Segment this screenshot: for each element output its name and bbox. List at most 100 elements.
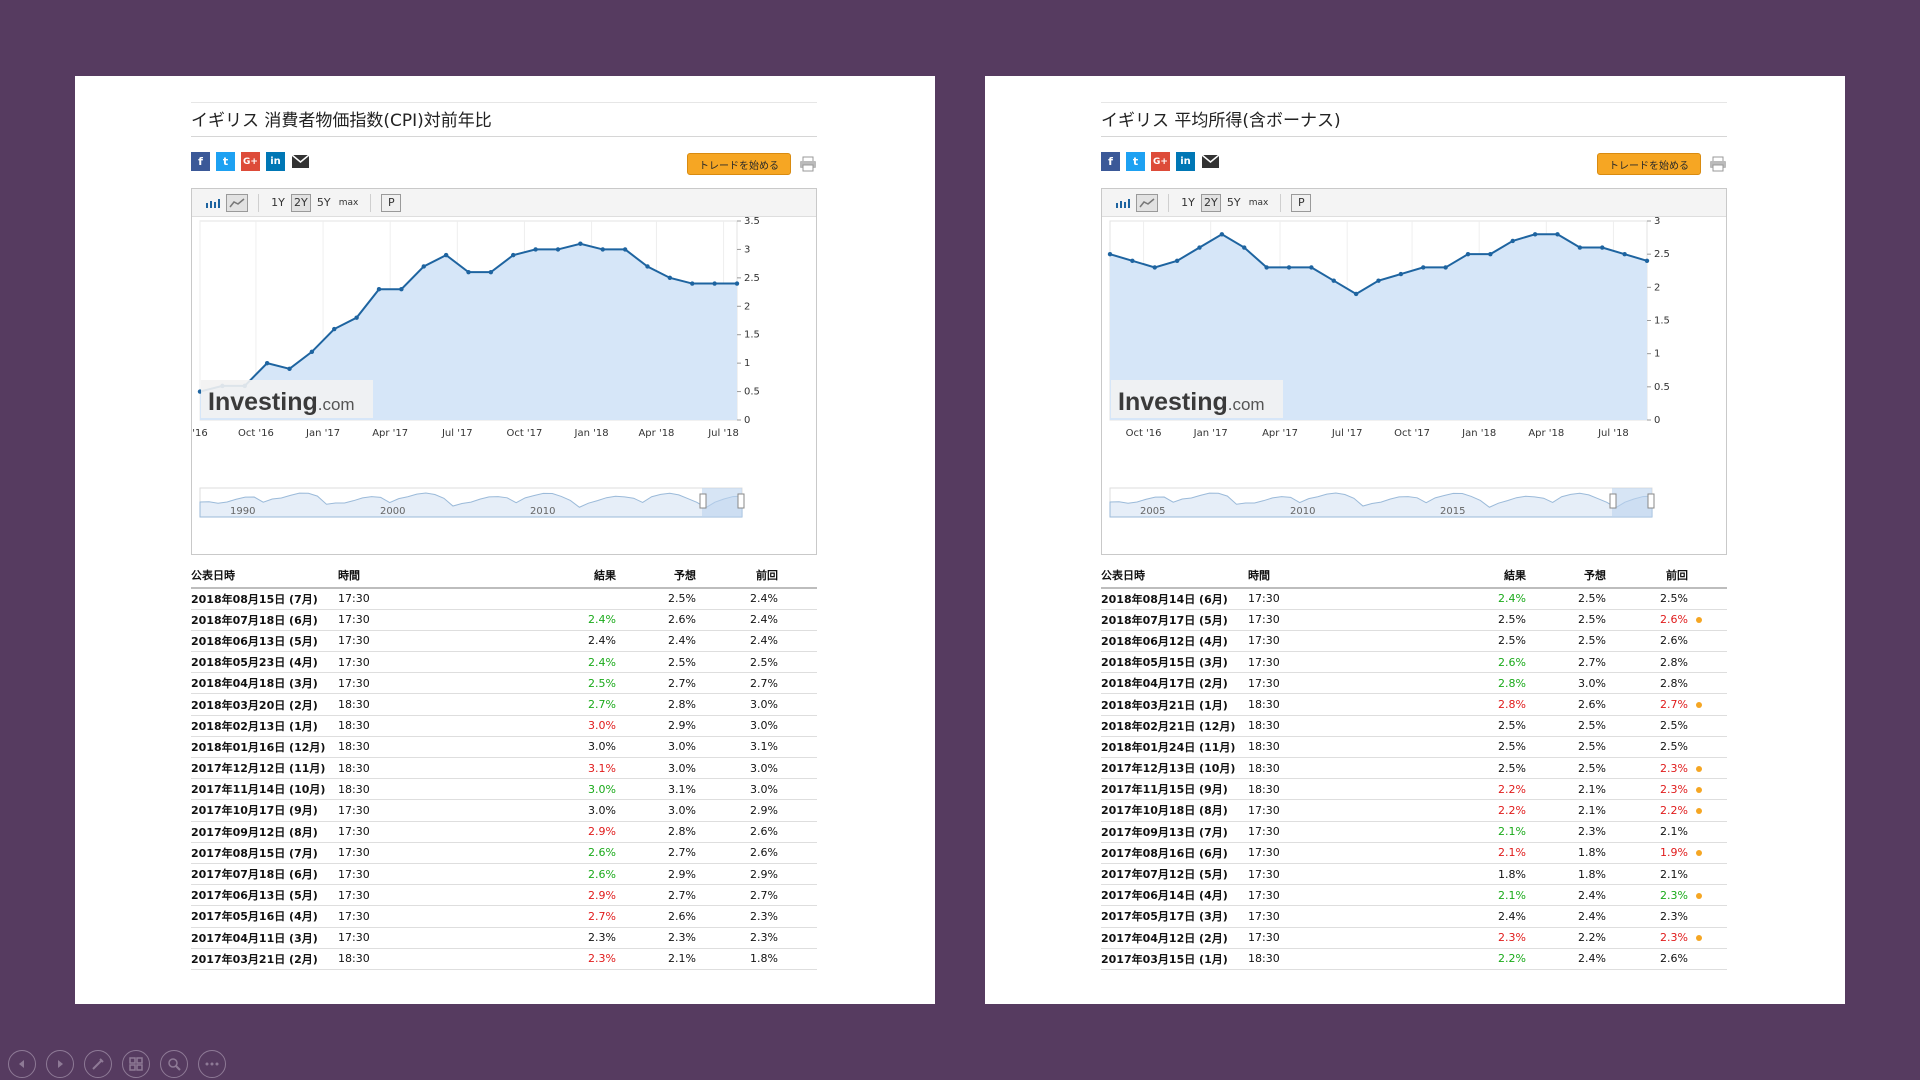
bar-chart-icon[interactable] — [1114, 194, 1132, 212]
range-max-button[interactable]: max — [338, 197, 359, 208]
print-icon[interactable] — [799, 156, 817, 172]
data-point[interactable] — [600, 247, 605, 252]
linkedin-icon[interactable]: in — [1176, 152, 1195, 171]
mail-icon[interactable] — [1201, 152, 1220, 171]
data-point[interactable] — [1264, 265, 1269, 270]
panel-title: イギリス 平均所得(含ボーナス) — [1101, 111, 1341, 131]
col-time[interactable]: 時間 — [338, 563, 506, 589]
facebook-icon[interactable]: f — [191, 152, 210, 171]
data-point[interactable] — [1555, 232, 1560, 237]
bar-chart-icon[interactable] — [204, 194, 222, 212]
data-point[interactable] — [264, 360, 270, 366]
col-previous[interactable]: 前回 — [1610, 563, 1692, 589]
data-point[interactable] — [1421, 265, 1426, 270]
data-point[interactable] — [309, 349, 315, 354]
google-plus-icon[interactable]: G+ — [1151, 152, 1170, 171]
navigator-handle-left[interactable] — [1609, 493, 1617, 509]
col-actual[interactable]: 結果 — [1416, 563, 1530, 589]
data-point[interactable] — [712, 281, 717, 286]
popup-button[interactable]: P — [1291, 193, 1312, 212]
linkedin-icon[interactable]: in — [266, 152, 285, 171]
start-trading-button[interactable]: トレードを始める — [687, 153, 791, 175]
col-date[interactable]: 公表日時 — [1101, 563, 1248, 589]
data-point[interactable] — [1331, 278, 1336, 283]
data-point[interactable] — [533, 247, 538, 252]
data-point[interactable] — [555, 247, 561, 252]
cell-actual: 3.0% — [506, 778, 620, 801]
data-point[interactable] — [1600, 245, 1605, 250]
slide-sorter-icon[interactable] — [122, 1050, 150, 1078]
data-point[interactable] — [443, 252, 449, 258]
data-point[interactable] — [1622, 251, 1627, 257]
data-point[interactable] — [399, 287, 404, 292]
data-point[interactable] — [1174, 258, 1180, 263]
data-point[interactable] — [332, 326, 337, 332]
data-point[interactable] — [1510, 238, 1515, 244]
data-point[interactable] — [1309, 265, 1314, 270]
cell-forecast: 2.5% — [620, 588, 700, 610]
data-point[interactable] — [622, 247, 628, 252]
col-previous[interactable]: 前回 — [700, 563, 782, 589]
data-point[interactable] — [421, 264, 426, 269]
data-point[interactable] — [690, 281, 695, 286]
zoom-icon[interactable] — [160, 1050, 188, 1078]
data-point[interactable] — [488, 269, 494, 275]
range-1y-button[interactable]: 1Y — [1181, 196, 1195, 209]
data-point[interactable] — [1107, 251, 1113, 257]
range-max-button[interactable]: max — [1248, 197, 1269, 208]
range-1y-button[interactable]: 1Y — [271, 196, 285, 209]
mail-icon[interactable] — [291, 152, 310, 171]
data-point[interactable] — [1130, 258, 1135, 263]
data-point[interactable] — [1197, 245, 1202, 250]
col-time[interactable]: 時間 — [1248, 563, 1416, 589]
data-point[interactable] — [645, 264, 650, 269]
data-point[interactable] — [1353, 291, 1359, 297]
data-point[interactable] — [1488, 251, 1493, 257]
data-point[interactable] — [1577, 245, 1583, 250]
start-trading-button[interactable]: トレードを始める — [1597, 153, 1701, 175]
data-point[interactable] — [1465, 251, 1471, 257]
data-point[interactable] — [1398, 271, 1404, 277]
cpi-chart: 0 0.5 1 1.5 2 2.5 3 3.5 '16 Oct '16 Jan '17 Apr '17… — [192, 217, 760, 518]
col-forecast[interactable]: 予想 — [620, 563, 700, 589]
data-point[interactable] — [1152, 265, 1157, 270]
cell-previous: 2.1% — [1610, 821, 1692, 843]
data-point[interactable] — [578, 241, 583, 246]
facebook-icon[interactable]: f — [1101, 152, 1120, 171]
col-date[interactable]: 公表日時 — [191, 563, 338, 589]
range-2y-button[interactable]: 2Y — [1201, 193, 1221, 212]
data-point[interactable] — [1242, 245, 1247, 250]
navigator-handle-left[interactable] — [699, 493, 707, 509]
data-point[interactable] — [466, 269, 471, 275]
google-plus-icon[interactable]: G+ — [241, 152, 260, 171]
col-forecast[interactable]: 予想 — [1530, 563, 1610, 589]
range-2y-button[interactable]: 2Y — [291, 193, 311, 212]
data-point[interactable] — [734, 281, 740, 286]
more-options-icon[interactable] — [198, 1050, 226, 1078]
navigator-handle-right[interactable] — [1647, 493, 1655, 509]
previous-slide-icon[interactable] — [8, 1050, 36, 1078]
next-slide-icon[interactable] — [46, 1050, 74, 1078]
area-chart-icon[interactable] — [1136, 193, 1158, 212]
twitter-icon[interactable]: t — [1126, 152, 1145, 171]
data-point[interactable] — [511, 252, 516, 258]
popup-button[interactable]: P — [381, 193, 402, 212]
twitter-icon[interactable]: t — [216, 152, 235, 171]
data-point[interactable] — [1286, 265, 1292, 270]
col-actual[interactable]: 結果 — [506, 563, 620, 589]
area-chart-icon[interactable] — [226, 193, 248, 212]
navigator-handle-right[interactable] — [737, 493, 745, 509]
pen-icon[interactable] — [84, 1050, 112, 1078]
data-point[interactable] — [1219, 232, 1225, 237]
data-point[interactable] — [376, 287, 382, 292]
print-icon[interactable] — [1709, 156, 1727, 172]
data-point[interactable] — [667, 275, 673, 281]
data-point[interactable] — [1376, 278, 1381, 283]
range-5y-button[interactable]: 5Y — [1226, 196, 1241, 209]
range-5y-button[interactable]: 5Y — [316, 196, 331, 209]
data-point[interactable] — [1644, 258, 1650, 263]
data-point[interactable] — [1532, 232, 1538, 237]
data-point[interactable] — [287, 366, 292, 372]
data-point[interactable] — [354, 315, 359, 320]
data-point[interactable] — [1443, 265, 1448, 270]
